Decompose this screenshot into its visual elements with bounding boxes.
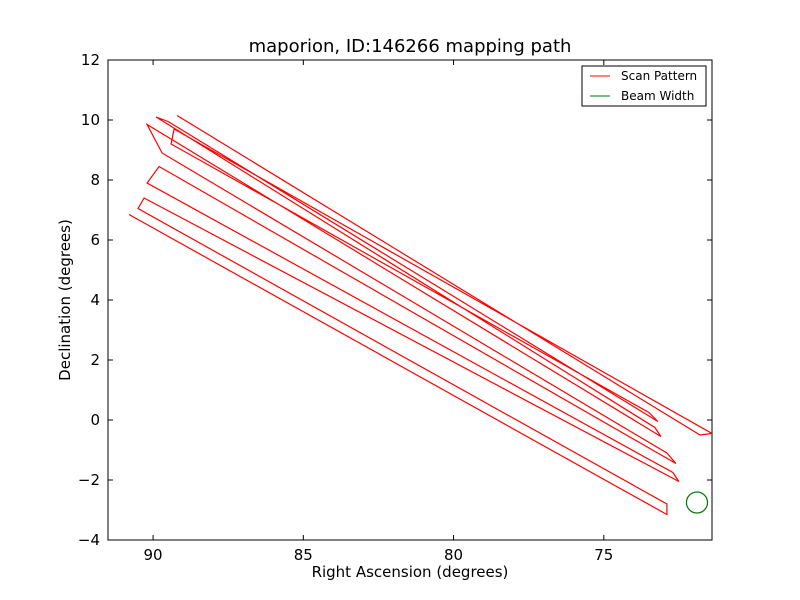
y-tick-label: −2 <box>78 471 100 489</box>
y-tick-label: 8 <box>90 171 100 189</box>
x-axis-label: Right Ascension (degrees) <box>312 563 509 581</box>
chart-title: maporion, ID:146266 mapping path <box>249 36 572 57</box>
x-tick-label: 80 <box>444 546 463 564</box>
y-tick-label: 6 <box>90 231 100 249</box>
y-tick-label: 2 <box>90 351 100 369</box>
legend-box <box>581 65 707 107</box>
x-tick-label: 90 <box>144 546 163 564</box>
legend-label-scan-pattern: Scan Pattern <box>621 69 697 83</box>
legend: Scan Pattern Beam Width <box>581 65 707 107</box>
plot-content <box>128 114 712 516</box>
x-tick-label: 75 <box>594 546 613 564</box>
y-tick-label: 12 <box>81 51 100 69</box>
y-tick-label: −4 <box>78 531 100 549</box>
beam-width-circle <box>685 491 709 514</box>
legend-label-beam-width: Beam Width <box>621 89 694 103</box>
y-tick-label: 4 <box>90 291 100 309</box>
y-tick-label: 0 <box>90 411 100 429</box>
series-line-scan-pattern <box>128 114 712 516</box>
x-tick-label: 85 <box>294 546 313 564</box>
y-axis-label: Declination (degrees) <box>56 219 74 381</box>
y-tick-label: 10 <box>81 111 100 129</box>
